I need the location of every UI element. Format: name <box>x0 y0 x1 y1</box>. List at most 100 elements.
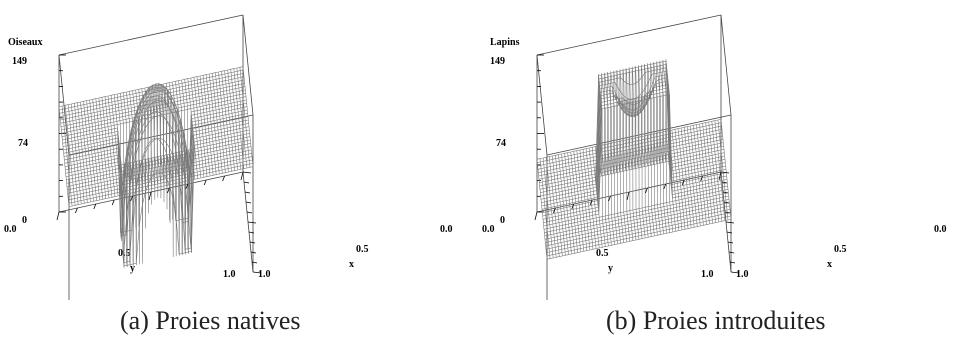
y-tick <box>571 203 575 210</box>
mesh-line-x <box>67 156 253 197</box>
x-tick <box>725 221 735 224</box>
mesh-line-x <box>543 189 729 230</box>
mesh-line-x <box>68 166 254 207</box>
box-edge <box>536 54 548 156</box>
mesh-line-x <box>66 139 251 181</box>
surface-mesh <box>58 66 254 268</box>
y-tick <box>111 199 115 206</box>
mesh-line-x <box>66 143 251 184</box>
y-tick <box>589 199 593 206</box>
mesh-line-x <box>543 90 728 223</box>
y-tick <box>203 179 207 186</box>
y-tick <box>93 203 97 210</box>
mesh-line-x <box>66 146 252 187</box>
y-tick-label-0: 0.0 <box>4 224 17 235</box>
x-tick <box>726 231 733 234</box>
mesh-line-x <box>540 60 725 193</box>
mesh-line-x <box>60 79 245 121</box>
caption-b: (b) Proies introduites <box>606 306 826 335</box>
mesh-line-x <box>545 209 731 250</box>
mesh-line-x <box>67 153 252 194</box>
mesh-line-x <box>60 83 245 124</box>
x-tick-label-1: 1.0 <box>258 269 271 280</box>
x-tick-label-1: 1.0 <box>736 269 749 280</box>
x-tick <box>724 211 731 214</box>
mesh-line-x <box>540 67 726 200</box>
x-tick <box>248 231 255 234</box>
mesh-line-x <box>541 70 726 203</box>
mesh-line-x <box>68 159 253 201</box>
y-tick-label-1: 1.0 <box>223 269 236 280</box>
mesh-line-x <box>65 129 250 264</box>
y-tick <box>663 183 667 190</box>
y-tick <box>56 211 60 221</box>
mesh-line-x <box>544 195 729 237</box>
box-edge <box>68 114 254 156</box>
x-tick <box>250 251 257 254</box>
x-tick <box>246 211 253 214</box>
mesh-line-x <box>545 202 730 243</box>
x-axis-label: x <box>349 259 354 270</box>
mesh-line-x <box>64 100 249 222</box>
y-tick <box>222 175 225 182</box>
x-tick <box>252 271 262 274</box>
z-tick-label-74: 74 <box>496 138 506 149</box>
mesh-line-x <box>546 219 732 260</box>
mesh-line-x <box>65 136 251 177</box>
plot-area <box>56 14 262 300</box>
mesh-line-x <box>539 142 724 183</box>
mesh-line-x <box>538 139 724 180</box>
surface-mesh <box>536 59 732 260</box>
x-tick <box>729 261 736 264</box>
x-tick <box>721 181 728 184</box>
mesh-line-x <box>67 149 252 191</box>
plot-area <box>534 14 740 300</box>
x-tick-label-0.5: 0.5 <box>834 244 847 255</box>
mesh-line-x <box>59 69 244 111</box>
z-tick-label-74: 74 <box>18 138 28 149</box>
y-tick <box>534 211 538 221</box>
x-tick-label-0.5: 0.5 <box>356 244 369 255</box>
mesh-line-x <box>538 135 723 177</box>
x-tick <box>243 181 250 184</box>
y-tick <box>626 191 630 201</box>
y-tick <box>718 171 722 181</box>
x-tick <box>251 261 258 264</box>
mesh-line-x <box>62 103 247 237</box>
z-tick-label-0: 0 <box>22 215 27 226</box>
y-tick <box>75 207 78 214</box>
mesh-line-x <box>62 95 248 240</box>
mesh-line-x <box>546 212 731 253</box>
mesh-line-x <box>545 205 730 247</box>
mesh-line-x <box>536 119 722 160</box>
z-tick-label-149: 149 <box>12 56 27 67</box>
x-axis-label: x <box>827 259 832 270</box>
y-tick-label-0.5: 0.5 <box>596 248 609 259</box>
x-tick <box>249 241 256 244</box>
y-tick <box>645 187 648 194</box>
mesh-line-x <box>60 86 246 127</box>
x-tick <box>720 171 730 174</box>
mesh-line-x <box>64 90 249 196</box>
x-tick <box>242 171 252 174</box>
y-tick <box>240 171 244 181</box>
mesh-line-x <box>64 115 250 260</box>
chart-panel-a: Oiseaux 149 74 0 0.0 0.5 1.0 y 0.0 0.5 1… <box>0 0 478 354</box>
mesh-line-x <box>63 86 248 209</box>
mesh-line-x <box>542 87 728 220</box>
x-tick <box>722 191 729 194</box>
box-edge <box>242 14 254 116</box>
x-tick <box>727 241 734 244</box>
mesh-line-x <box>537 129 723 170</box>
mesh-line-x <box>538 132 723 173</box>
mesh-line-x <box>59 76 245 117</box>
mesh-line-x <box>542 83 727 217</box>
caption-a: (a) Proies natives <box>120 306 301 335</box>
mesh-line-x <box>537 125 722 167</box>
mesh-line-x <box>546 215 731 257</box>
y-tick <box>700 175 703 182</box>
z-tick-label-0: 0 <box>500 215 505 226</box>
mesh-line-x <box>68 163 253 204</box>
box-edge <box>58 54 70 156</box>
y-tick <box>148 191 152 201</box>
